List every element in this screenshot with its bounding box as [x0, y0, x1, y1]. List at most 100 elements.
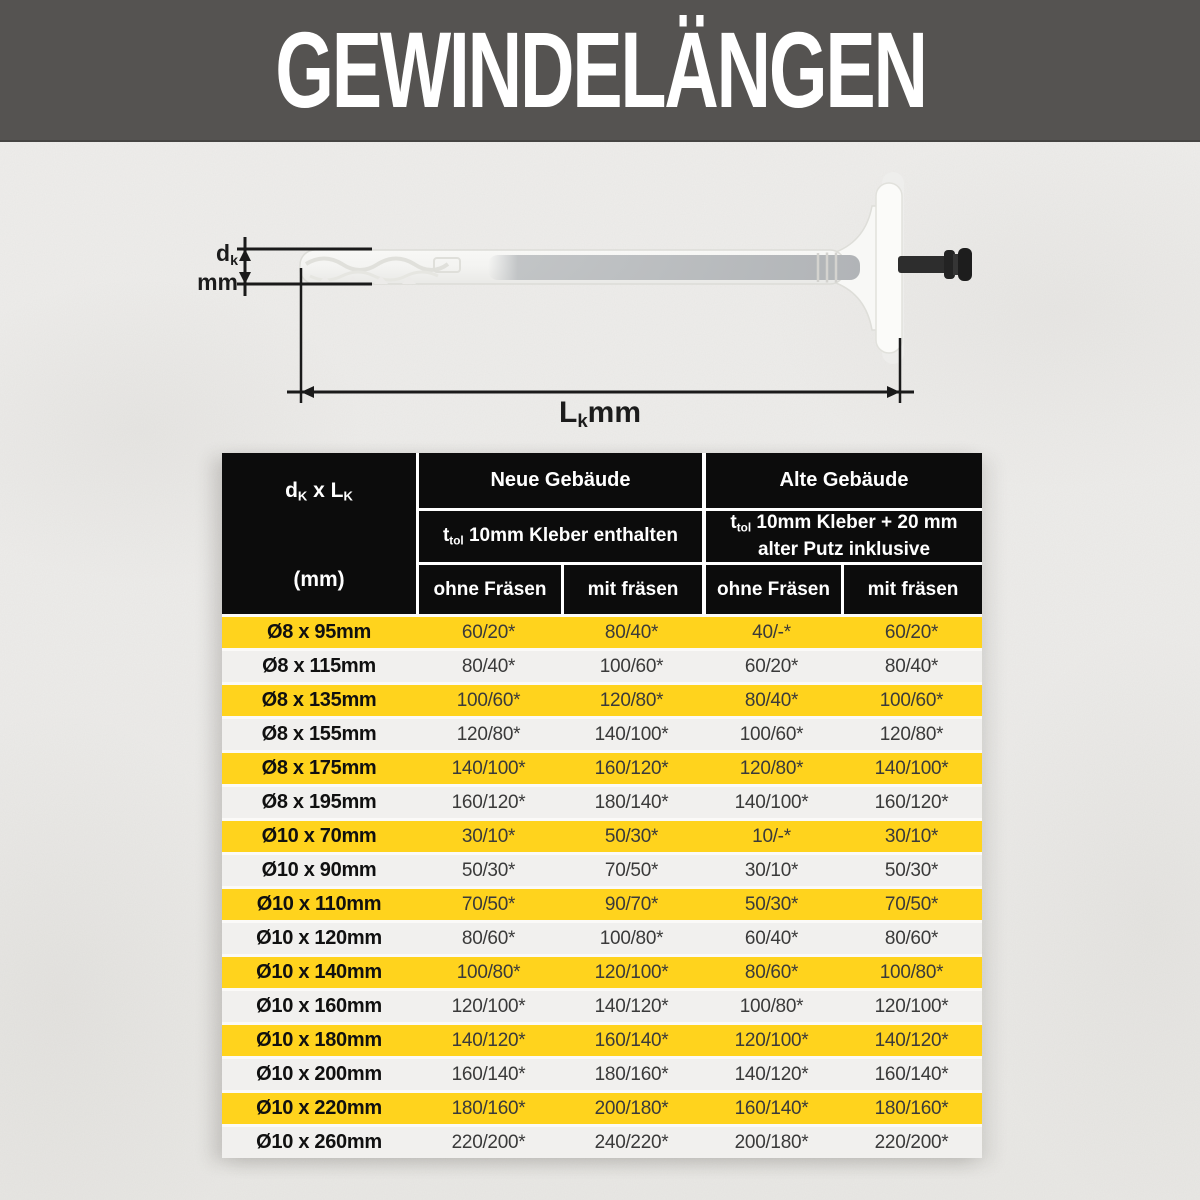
size-cell: Ø8 x 155mm — [261, 723, 377, 745]
value-cell: 120/100* — [734, 1029, 809, 1051]
value-cell: 60/20* — [461, 621, 516, 643]
value-cell: 100/80* — [879, 961, 944, 983]
size-cell: Ø10 x 140mm — [256, 961, 382, 983]
value-cell: 80/40* — [461, 655, 516, 677]
table-row: Ø8 x 175mm 140/100* 160/120* 120/80* 140/100… — [222, 753, 982, 784]
value-cell: 100/80* — [599, 927, 664, 949]
size-cell: Ø10 x 120mm — [256, 927, 382, 949]
value-cell: 120/80* — [456, 723, 521, 745]
lk-dimension — [287, 268, 914, 403]
value-cell: 60/40* — [744, 927, 799, 949]
value-cell: 140/120* — [451, 1029, 526, 1051]
size-cell: Ø8 x 95mm — [266, 621, 372, 643]
value-cell: 240/220* — [594, 1131, 669, 1153]
size-cell: Ø8 x 175mm — [261, 757, 377, 779]
dk-dimension-label: dk mm — [197, 240, 238, 295]
value-cell: 140/120* — [874, 1029, 949, 1051]
size-cell: Ø10 x 180mm — [256, 1029, 382, 1051]
value-cell: 180/140* — [594, 791, 669, 813]
value-cell: 160/140* — [874, 1063, 949, 1085]
value-cell: 100/80* — [456, 961, 521, 983]
value-cell: 220/200* — [874, 1131, 949, 1153]
table-row: Ø10 x 200mm 160/140* 180/160* 140/120* 160/1… — [222, 1059, 982, 1090]
value-cell: 140/100* — [451, 757, 526, 779]
value-cell: 80/60* — [461, 927, 516, 949]
header-subtitle-alte: ttol 10mm Kleber + 20 mm alter Putz inkl… — [702, 508, 982, 562]
table-row: Ø10 x 260mm 220/200* 240/220* 200/180* 220/2… — [222, 1127, 982, 1158]
anchor-diagram — [237, 172, 972, 403]
value-cell: 70/50* — [884, 893, 939, 915]
value-cell: 50/30* — [744, 893, 799, 915]
table-row: Ø10 x 110mm 70/50* 90/70* 50/30* 70/50* — [222, 889, 982, 920]
value-cell: 180/160* — [594, 1063, 669, 1085]
value-cell: 30/10* — [461, 825, 516, 847]
value-cell: 140/100* — [594, 723, 669, 745]
table-row: Ø8 x 135mm 100/60* 120/80* 80/40* 100/60* — [222, 685, 982, 716]
header-subtitle-neue: ttol 10mm Kleber enthalten — [416, 508, 702, 562]
table-body: Ø8 x 95mm 60/20* 80/40* 40/-* 60/20* Ø8 x 115… — [222, 614, 982, 1158]
value-cell: 120/100* — [874, 995, 949, 1017]
value-cell: 100/60* — [456, 689, 521, 711]
value-cell: 10/-* — [752, 825, 791, 847]
value-cell: 60/20* — [744, 655, 799, 677]
size-cell: Ø10 x 160mm — [256, 995, 382, 1017]
banner: GEWINDELÄNGEN — [0, 0, 1200, 142]
value-cell: 200/180* — [594, 1097, 669, 1119]
size-cell: Ø10 x 110mm — [256, 893, 382, 915]
size-cell: Ø10 x 70mm — [261, 825, 377, 847]
value-cell: 80/60* — [744, 961, 799, 983]
value-cell: 60/20* — [884, 621, 939, 643]
table-row: Ø8 x 95mm 60/20* 80/40* 40/-* 60/20* — [222, 617, 982, 648]
header-col-alte-mit-fraesen: mit fräsen — [841, 562, 982, 614]
dk-dimension — [237, 237, 372, 296]
table-row: Ø10 x 220mm 180/160* 200/180* 160/140* 180/1… — [222, 1093, 982, 1124]
table-row: Ø8 x 195mm 160/120* 180/140* 140/100* 160/12… — [222, 787, 982, 818]
value-cell: 140/100* — [734, 791, 809, 813]
size-cell: Ø8 x 195mm — [261, 791, 377, 813]
value-cell: 50/30* — [604, 825, 659, 847]
value-cell: 120/100* — [451, 995, 526, 1017]
value-cell: 220/200* — [451, 1131, 526, 1153]
header-size-unit: (mm) — [293, 568, 345, 591]
value-cell: 50/30* — [461, 859, 516, 881]
value-cell: 140/100* — [874, 757, 949, 779]
page-title: GEWINDELÄNGEN — [274, 9, 928, 131]
value-cell: 70/50* — [461, 893, 516, 915]
value-cell: 160/140* — [594, 1029, 669, 1051]
value-cell: 80/60* — [884, 927, 939, 949]
value-cell: 30/10* — [884, 825, 939, 847]
value-cell: 100/80* — [739, 995, 804, 1017]
table-row: Ø8 x 155mm 120/80* 140/100* 100/60* 120/80* — [222, 719, 982, 750]
header-col-alte-ohne-fraesen: ohne Fräsen — [702, 562, 841, 614]
table-row: Ø10 x 160mm 120/100* 140/120* 100/80* 120/10… — [222, 991, 982, 1022]
size-cell: Ø8 x 135mm — [261, 689, 377, 711]
value-cell: 160/140* — [451, 1063, 526, 1085]
value-cell: 40/-* — [752, 621, 791, 643]
value-cell: 80/40* — [884, 655, 939, 677]
header-group-alte-gebaeude: Alte Gebäude — [702, 453, 982, 508]
value-cell: 160/120* — [874, 791, 949, 813]
size-cell: Ø10 x 220mm — [256, 1097, 382, 1119]
table-row: Ø10 x 140mm 100/80* 120/100* 80/60* 100/80* — [222, 957, 982, 988]
table-row: Ø10 x 180mm 140/120* 160/140* 120/100* 140/1… — [222, 1025, 982, 1056]
header-col-neue-ohne-fraesen: ohne Fräsen — [416, 562, 561, 614]
table-row: Ø10 x 120mm 80/60* 100/80* 60/40* 80/60* — [222, 923, 982, 954]
header-size-cell: dK x LK (mm) — [222, 453, 416, 614]
value-cell: 160/120* — [451, 791, 526, 813]
value-cell: 120/80* — [739, 757, 804, 779]
value-cell: 80/40* — [604, 621, 659, 643]
value-cell: 180/160* — [874, 1097, 949, 1119]
table-row: Ø8 x 115mm 80/40* 100/60* 60/20* 80/40* — [222, 651, 982, 682]
value-cell: 120/80* — [879, 723, 944, 745]
value-cell: 140/120* — [594, 995, 669, 1017]
header-group-neue-gebaeude: Neue Gebäude — [416, 453, 702, 508]
value-cell: 50/30* — [884, 859, 939, 881]
value-cell: 90/70* — [604, 893, 659, 915]
table-row: Ø10 x 90mm 50/30* 70/50* 30/10* 50/30* — [222, 855, 982, 886]
value-cell: 180/160* — [451, 1097, 526, 1119]
size-cell: Ø10 x 90mm — [261, 859, 377, 881]
value-cell: 70/50* — [604, 859, 659, 881]
value-cell: 160/120* — [594, 757, 669, 779]
thread-length-table: dK x LK (mm) Neue Gebäude Alte Gebäude t… — [222, 453, 982, 1158]
